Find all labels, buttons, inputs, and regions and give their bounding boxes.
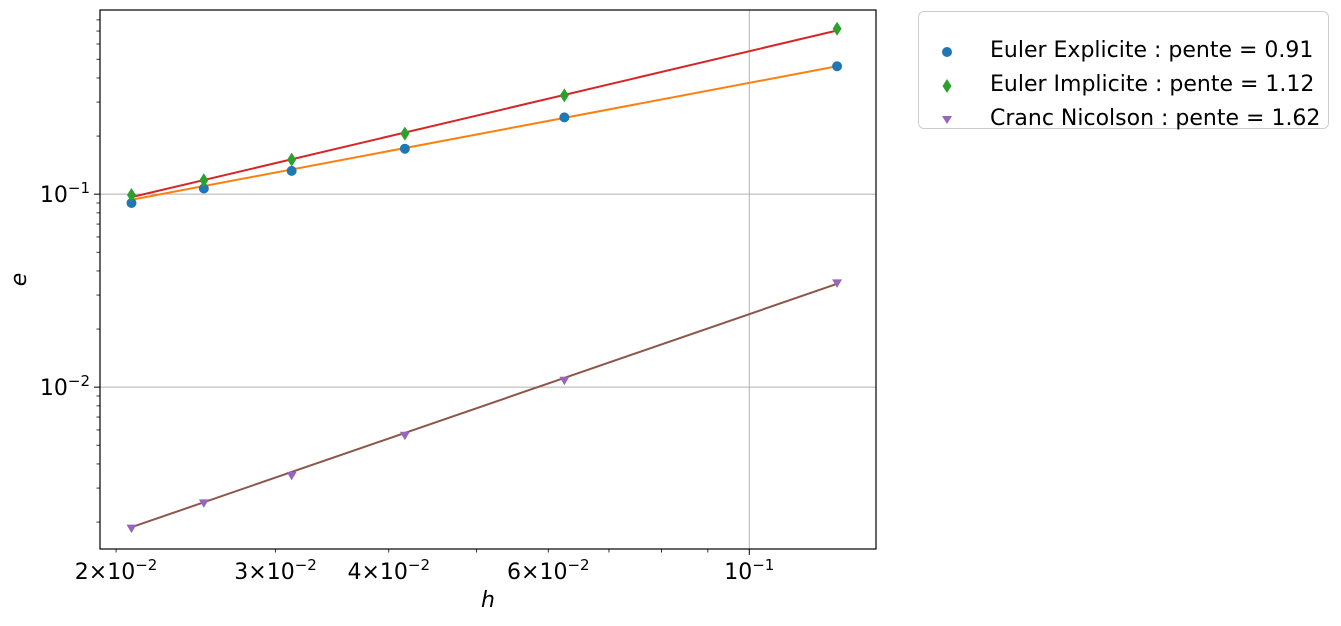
data-point-circle — [832, 61, 843, 72]
markers-layer — [126, 21, 843, 534]
data-point-circle — [559, 112, 570, 123]
data-point-diamond — [287, 152, 297, 167]
data-point-triangle — [126, 524, 137, 534]
legend: Euler Explicite : pente = 0.91 Euler Imp… — [918, 11, 1329, 131]
data-point-diamond — [559, 88, 569, 103]
legend-entry-euler-explicite: Euler Explicite : pente = 0.91 — [919, 36, 1328, 70]
y-tick-label: 10−2 — [40, 372, 90, 401]
legend-label-euler-implicite: Euler Implicite : pente = 1.12 — [990, 72, 1315, 97]
x-tick-label: 3×10−2 — [234, 556, 317, 585]
legend-label-cranc-nicolson: Cranc Nicolson : pente = 1.62 — [990, 106, 1321, 131]
data-point-diamond — [400, 126, 410, 141]
legend-circle-marker — [942, 47, 952, 57]
data-point-triangle — [399, 431, 410, 441]
data-point-circle — [126, 197, 137, 208]
data-point-diamond — [126, 188, 136, 203]
y-axis-label: e — [7, 273, 32, 287]
axes-frame — [99, 9, 877, 550]
legend-diamond-marker — [942, 79, 952, 93]
fit-lines-layer — [131, 29, 838, 529]
fit-line — [131, 282, 838, 529]
data-point-triangle — [198, 499, 209, 508]
data-point-triangle — [559, 376, 570, 386]
data-point-circle — [198, 183, 209, 194]
data-point-circle — [286, 165, 297, 176]
ticks-layer: 10−1 10−2 2×10−2 3×10−2 4×10−2 6×10−2 10−1 — [40, 19, 774, 585]
x-tick-label: 2×10−2 — [75, 556, 158, 585]
legend-triangle-marker — [942, 116, 952, 124]
x-tick-label: 4×10−2 — [347, 556, 430, 585]
fit-line — [131, 29, 838, 199]
legend-entry-euler-implicite: Euler Implicite : pente = 1.12 — [919, 70, 1328, 104]
data-point-triangle — [832, 279, 843, 288]
x-axis-label: h — [481, 588, 495, 613]
x-tick-label: 6×10−2 — [507, 556, 590, 585]
legend-entry-cranc-nicolson: Cranc Nicolson : pente = 1.62 — [919, 104, 1328, 138]
y-tick-label: 10−1 — [40, 179, 90, 208]
grid-layer — [100, 10, 876, 549]
fit-line — [131, 65, 838, 201]
data-point-triangle — [286, 471, 297, 481]
data-point-diamond — [832, 21, 842, 36]
legend-label-euler-explicite: Euler Explicite : pente = 0.91 — [990, 38, 1314, 63]
data-point-diamond — [199, 173, 209, 188]
data-point-circle — [399, 143, 410, 154]
x-tick-label: 10−1 — [724, 556, 774, 585]
